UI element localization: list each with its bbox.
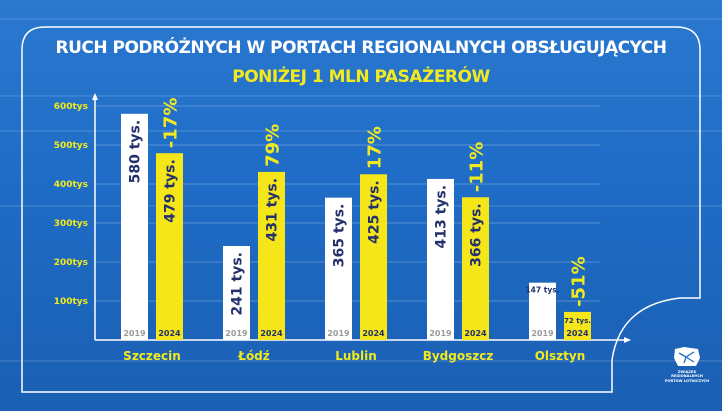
year-label: 2019 [429, 329, 452, 338]
bar-2019 [529, 282, 556, 340]
bar-2024 [564, 311, 591, 340]
y-tick-label: 200tys [54, 258, 88, 268]
frame-border [21, 26, 701, 393]
value-label: 72 tys. [564, 317, 591, 325]
value-label: 413 tys. [434, 185, 450, 249]
value-label: 479 tys. [163, 159, 179, 223]
category-label: Bydgoszcz [423, 349, 494, 363]
year-label: 2024 [158, 329, 181, 338]
category-label: Olsztyn [535, 349, 586, 363]
change-label: -51% [569, 256, 590, 307]
logo-text-line1: ZWIĄZEK REGIONALNYCH [671, 369, 703, 379]
y-tick-label: 600tys [54, 102, 88, 112]
year-label: 2019 [327, 329, 350, 338]
chart-subtitle: PONIŻEJ 1 MLN PASAŻERÓW [232, 67, 490, 87]
y-axis-arrow [92, 93, 98, 100]
year-label: 2024 [566, 329, 589, 338]
bar-2024 [156, 153, 183, 340]
y-tick-label: 500tys [54, 141, 88, 151]
year-label: 2024 [260, 329, 283, 338]
chart-title: RUCH PODRÓŻNYCH W PORTACH REGIONALNYCH O… [55, 38, 667, 58]
category-label: Szczecin [123, 349, 181, 363]
bar-2024 [360, 174, 387, 340]
y-tick-label: 400tys [54, 180, 88, 190]
y-tick-label: 300tys [54, 219, 88, 229]
value-label: 241 tys. [230, 252, 246, 316]
year-label: 2019 [225, 329, 248, 338]
year-label: 2024 [362, 329, 385, 338]
bar-2019 [223, 246, 250, 340]
bar-2019 [427, 178, 454, 340]
x-axis-arrow [624, 337, 631, 343]
value-label: 580 tys. [128, 120, 144, 184]
value-label: 366 tys. [469, 203, 485, 267]
change-label: 79% [263, 124, 284, 167]
year-label: 2024 [464, 329, 487, 338]
year-label: 2019 [123, 329, 146, 338]
bar-2019 [121, 113, 148, 340]
value-label: 431 tys. [265, 178, 281, 242]
logo: ZWIĄZEK REGIONALNYCH PORTÓW LOTNICZYCH [664, 346, 710, 383]
value-label: 425 tys. [367, 180, 383, 244]
value-label: 147 tys. [525, 286, 559, 295]
change-label: 17% [365, 126, 386, 169]
change-label: -11% [467, 142, 488, 193]
category-label: Lublin [335, 349, 377, 363]
change-label: -17% [161, 98, 182, 149]
bar-2019 [325, 197, 352, 340]
bar-2024 [462, 197, 489, 340]
bar-2024 [258, 171, 285, 340]
year-label: 2019 [531, 329, 554, 338]
category-label: Łódź [237, 349, 270, 363]
logo-map-icon [674, 347, 700, 366]
y-tick-label: 100tys [54, 297, 88, 307]
logo-text-line2: PORTÓW LOTNICZYCH [664, 378, 710, 383]
value-label: 365 tys. [332, 204, 348, 268]
